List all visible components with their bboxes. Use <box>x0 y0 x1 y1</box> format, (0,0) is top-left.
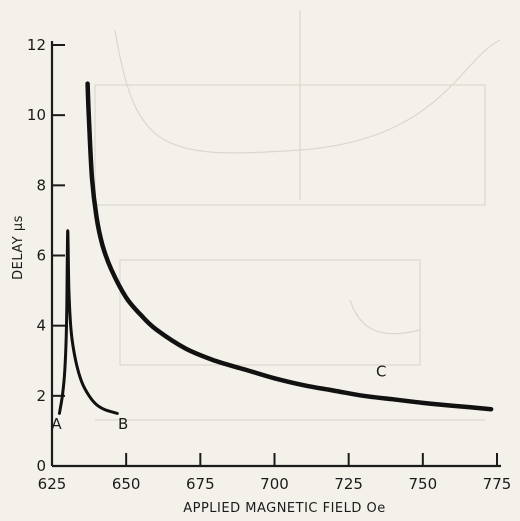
series-group <box>57 81 494 415</box>
curve-label-b: B <box>118 415 128 433</box>
x-tick-label: 700 <box>260 475 289 493</box>
y-tick-label: 8 <box>36 176 46 194</box>
bleed-through-artwork <box>94 10 501 421</box>
curve-label-a: A <box>51 415 62 433</box>
y-tick-label: 4 <box>36 317 46 335</box>
series-line-1 <box>57 229 119 415</box>
x-tick-label: 625 <box>38 475 67 493</box>
y-tick-label: 2 <box>36 387 46 405</box>
x-tick-label: 650 <box>112 475 141 493</box>
y-tick-label: 12 <box>27 36 46 54</box>
y-tick-label: 6 <box>36 247 46 265</box>
y-tick-label: 10 <box>27 106 46 124</box>
x-tick-label: 675 <box>186 475 215 493</box>
x-tick-label: 725 <box>334 475 363 493</box>
curve-label-c: C <box>376 362 386 380</box>
series-line-2 <box>85 81 494 412</box>
y-tick-label: 0 <box>36 457 46 475</box>
y-axis-label: DELAY µs <box>11 215 26 280</box>
x-tick-label: 775 <box>483 475 512 493</box>
x-ticks: 625 650 675 700 725 750 775 <box>38 453 512 493</box>
curve-annotations: A B C <box>51 362 386 433</box>
x-axis-label: APPLIED MAGNETIC FIELD Oe <box>183 501 386 516</box>
x-tick-label: 750 <box>409 475 438 493</box>
